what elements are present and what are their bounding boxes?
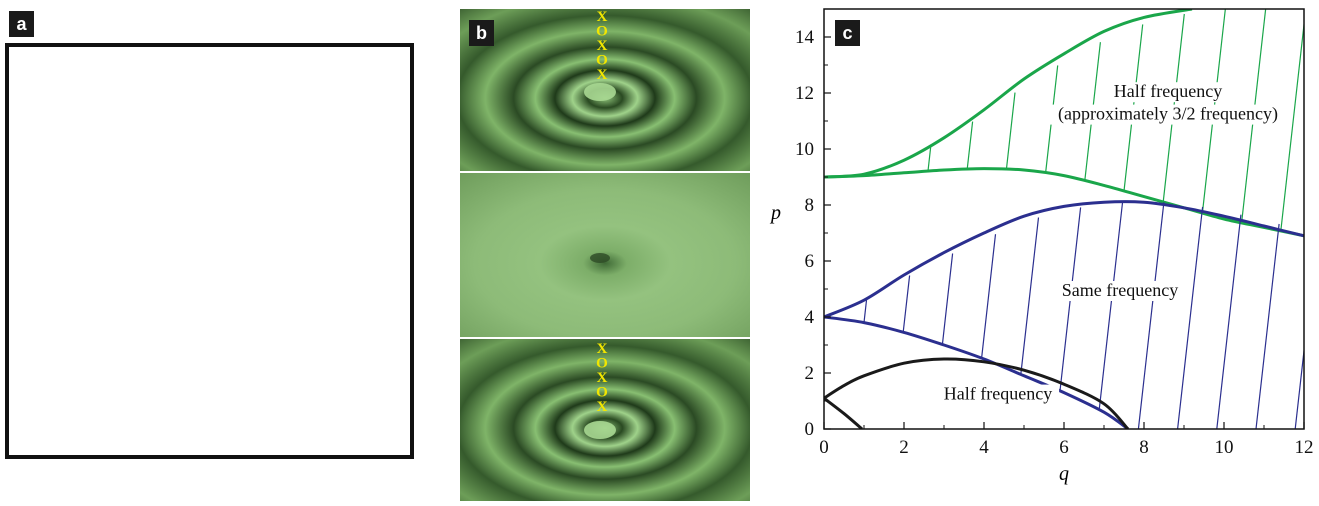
y-tick-label: 14: [795, 27, 815, 48]
checker-square-dark: [277, 388, 345, 458]
hatch-line-blue: [902, 275, 911, 333]
y-tick-label: 4: [805, 307, 815, 328]
marker-letter: X: [597, 341, 608, 357]
boundary-upper-blue: [824, 200, 1304, 319]
checker-square-dark: [7, 251, 75, 321]
marker-letter: X: [597, 399, 608, 415]
hatch-line-blue: [1137, 202, 1165, 429]
hatch-line-green: [1005, 92, 1016, 170]
marker-letter: O: [596, 53, 608, 69]
region-label-bg: [1044, 104, 1292, 125]
checkerboard-figure: [5, 43, 414, 459]
boundary-upper-green: [824, 9, 1193, 179]
panel-b-label: b: [469, 20, 494, 46]
marker-letter: X: [597, 67, 608, 83]
hatch-line-green: [1280, 19, 1304, 231]
water-photo-bottom: [460, 339, 750, 501]
region-label-bg: [936, 384, 1060, 405]
region-label-bg: [1058, 281, 1182, 301]
water-center-top: [584, 83, 616, 101]
marker-letter: O: [596, 24, 608, 40]
hatch-line-green: [966, 121, 974, 170]
marker-letter: X: [597, 38, 608, 54]
water-center-middle: [590, 253, 610, 263]
hatch-line-blue: [941, 253, 954, 345]
region-label-green: (approximately 3/2 frequency): [1058, 104, 1278, 125]
chart-region-labels: Half frequency (approximately 3/2 frequen…: [936, 81, 1292, 405]
boundary-lower-green: [824, 167, 1304, 238]
chart-ticks: 0 2 4 6 8 10 12 0 2 4 6 8 10 12 14: [795, 27, 1314, 458]
y-tick-label: 0: [805, 419, 815, 440]
chart-regions: [824, 9, 1304, 429]
marker-letter: O: [596, 385, 608, 401]
checker-square-dark: [344, 319, 413, 389]
hatch-line-green: [927, 146, 932, 172]
checker-square-dark: [344, 182, 413, 252]
boundary-lower-black: [824, 397, 863, 429]
hatch-line-blue: [1020, 217, 1040, 375]
panel-c-label: c: [835, 20, 860, 46]
hatch-line-blue: [981, 234, 997, 359]
panel-a-checkerboard: a: [0, 0, 445, 501]
checker-square-dark: [74, 45, 143, 115]
hatch-line-blue: [1216, 214, 1242, 429]
y-tick-label: 2: [805, 363, 815, 384]
y-axis-label: p: [769, 202, 781, 224]
marker-letter: O: [596, 356, 608, 372]
region-label-blue: Same frequency: [1062, 280, 1178, 300]
hatch-line-blue: [1255, 223, 1280, 429]
checker-square-dark: [209, 45, 278, 115]
x-tick-label: 12: [1295, 437, 1314, 458]
x-tick-label: 4: [979, 437, 989, 458]
checker-square-dark: [209, 182, 278, 252]
checker-square-dark: [74, 182, 143, 252]
y-tick-label: 12: [795, 83, 814, 104]
hatch-line-blue: [1177, 206, 1204, 429]
checkerboard-squares: [7, 45, 413, 458]
boundary-upper-black: [824, 357, 1130, 429]
y-tick-label: 6: [805, 251, 815, 272]
panel-c-stability-chart: c 0 2 4 6 8 10 12 0 2 4 6 8 10 12 14 Half frequency (ap…: [760, 0, 1319, 501]
x-tick-label: 0: [819, 437, 829, 458]
checker-square-dark: [74, 319, 143, 389]
marker-letter: X: [597, 370, 608, 386]
panel-a-label: a: [9, 11, 34, 37]
hatch-line-blue: [1098, 202, 1124, 410]
stability-chart: 0 2 4 6 8 10 12 0 2 4 6 8 10 12 14 Half frequency (appr…: [769, 8, 1314, 485]
checker-square-dark: [7, 113, 75, 183]
checker-square-dark: [142, 251, 210, 321]
region-label-black: Half frequency: [944, 384, 1052, 404]
region-label-bg: [1106, 82, 1230, 103]
checker-square-dark: [7, 388, 75, 458]
checker-square-dark: [142, 113, 210, 183]
checker-square-dark: [277, 251, 345, 321]
water-center-bottom: [584, 421, 616, 439]
y-tick-label: 8: [805, 195, 815, 216]
checker-square-dark: [277, 113, 345, 183]
hatch-line-blue: [863, 300, 868, 323]
boundary-lower-blue: [824, 315, 1129, 429]
hatch-line-blue: [1294, 345, 1304, 429]
x-axis-label: q: [1059, 463, 1069, 485]
checker-square-dark: [142, 388, 210, 458]
marker-letter: X: [597, 9, 608, 25]
x-tick-label: 6: [1059, 437, 1069, 458]
checker-square-dark: [344, 45, 413, 115]
checker-square-dark: [209, 319, 278, 389]
panel-b-water-photos: b: [460, 0, 750, 501]
x-tick-label: 8: [1139, 437, 1149, 458]
x-tick-label: 10: [1215, 437, 1234, 458]
checkerboard-border: [5, 43, 414, 459]
region-label-green: Half frequency: [1114, 81, 1222, 101]
x-tick-label: 2: [899, 437, 909, 458]
y-tick-label: 10: [795, 139, 814, 160]
